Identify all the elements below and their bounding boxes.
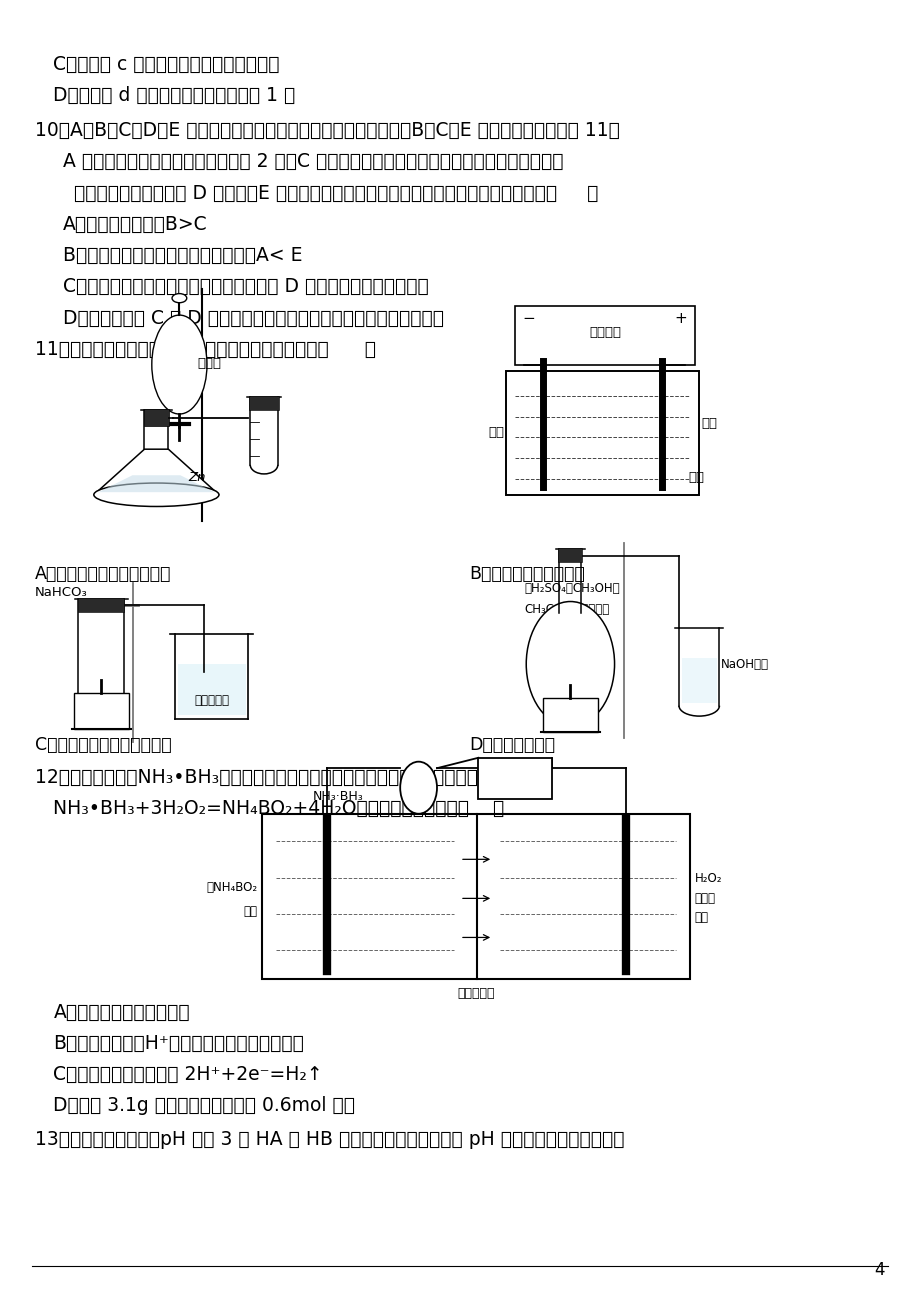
Text: 溶液: 溶液 xyxy=(244,905,257,918)
Text: NH₃·BH₃: NH₃·BH₃ xyxy=(312,790,363,803)
Text: H₂O₂: H₂O₂ xyxy=(694,872,721,885)
Polygon shape xyxy=(98,475,214,492)
Bar xyxy=(177,664,245,715)
Text: A．测定反应生成氢气的速率: A．测定反应生成氢气的速率 xyxy=(35,565,171,583)
Ellipse shape xyxy=(94,483,219,506)
Text: 的酸性: 的酸性 xyxy=(694,892,715,905)
Bar xyxy=(505,371,698,495)
Polygon shape xyxy=(94,449,219,495)
Text: 浓H₂SO₄、CH₃OH、: 浓H₂SO₄、CH₃OH、 xyxy=(524,582,619,595)
Text: NaOH溶液: NaOH溶液 xyxy=(720,658,768,671)
Text: 澄清石灰水: 澄清石灰水 xyxy=(194,694,229,707)
Text: 13．常温下，等体积、pH 均为 3 的 HA 和 HB 溶液分别加水稀释，溶液 pH 值的变化如下图所示，下: 13．常温下，等体积、pH 均为 3 的 HA 和 HB 溶液分别加水稀释，溶液… xyxy=(35,1130,624,1150)
Text: 11．下列实验能达到实验目的且符合实验设计要求的是（      ）: 11．下列实验能达到实验目的且符合实验设计要求的是（ ） xyxy=(35,340,376,359)
Text: Zn: Zn xyxy=(188,471,206,484)
Text: D．相同质量的 C 和 D 单质分别与足量稀盐酸反应，前者生成的氢气多: D．相同质量的 C 和 D 单质分别与足量稀盐酸反应，前者生成的氢气多 xyxy=(62,309,443,328)
Text: 负载: 负载 xyxy=(506,772,523,785)
Text: 4: 4 xyxy=(874,1260,884,1279)
Bar xyxy=(143,409,169,426)
Text: B．模拟海水中铁的防护: B．模拟海水中铁的防护 xyxy=(469,565,584,583)
Text: C．证明碳酸氢钠热稳定性差: C．证明碳酸氢钠热稳定性差 xyxy=(35,736,172,754)
Text: 12．直接氨硼烷（NH₃•BH₃）电池可在常温下工作，装置如下图，该电池的总反应为: 12．直接氨硼烷（NH₃•BH₃）电池可在常温下工作，装置如下图，该电池的总反应… xyxy=(35,768,500,788)
Text: NH₃•BH₃+3H₂O₂=NH₄BO₂+4H₂O。下列说法正确的是（    ）: NH₃•BH₃+3H₂O₂=NH₄BO₂+4H₂O。下列说法正确的是（ ） xyxy=(53,799,504,819)
Text: 直流电源: 直流电源 xyxy=(588,327,620,339)
Bar xyxy=(478,758,551,799)
Text: B．最高价氧化物对应水化物的酸性：A< E: B．最高价氧化物对应水化物的酸性：A< E xyxy=(62,246,301,266)
Text: B．电池工作时，H⁺通过质子交换膜向负极移动: B．电池工作时，H⁺通过质子交换膜向负极移动 xyxy=(53,1034,304,1053)
Text: A 原子核外最外层电子数是次外层的 2 倍；C 是同周期中原子半径最大的元素；工业上一般通过: A 原子核外最外层电子数是次外层的 2 倍；C 是同周期中原子半径最大的元素；工… xyxy=(62,152,562,172)
Text: C．正极的电极反应式为 2H⁺+2e⁻=H₂↑: C．正极的电极反应式为 2H⁺+2e⁻=H₂↑ xyxy=(53,1065,323,1085)
Text: D．制备乙酸甲酯: D．制备乙酸甲酯 xyxy=(469,736,554,754)
Bar xyxy=(74,693,129,729)
Text: 石墨: 石墨 xyxy=(700,417,716,430)
Text: 稀硝酸: 稀硝酸 xyxy=(198,357,221,370)
Bar xyxy=(479,818,686,975)
Bar xyxy=(78,598,124,612)
Bar xyxy=(515,306,694,365)
Bar xyxy=(681,658,716,703)
Text: D．有机物 d 的羧酸类同分异构体只有 1 种: D．有机物 d 的羧酸类同分异构体只有 1 种 xyxy=(53,86,295,105)
Text: 铁棒: 铁棒 xyxy=(488,426,504,439)
Text: C．工业上不用电解氯化物的方法制备单质 D 是由于其氯化物的熔点高: C．工业上不用电解氯化物的方法制备单质 D 是由于其氯化物的熔点高 xyxy=(62,277,428,297)
Text: −: − xyxy=(522,311,535,327)
Circle shape xyxy=(400,762,437,814)
Bar xyxy=(558,548,582,562)
Bar xyxy=(262,814,689,979)
Bar xyxy=(542,698,597,732)
Ellipse shape xyxy=(172,294,187,303)
Text: 溶液: 溶液 xyxy=(694,911,708,924)
Text: A: A xyxy=(413,781,424,794)
Text: 电解氧化物的方法制备 D 的单质；E 单质是制备太阳能电池的重要材料。下列说法正确的是（     ）: 电解氧化物的方法制备 D 的单质；E 单质是制备太阳能电池的重要材料。下列说法正… xyxy=(74,184,597,203)
Text: 10．A、B、C、D、E 是原子序数依次增大的五种短周期主族元素。B、C、E 最外层电子数之和为 11；: 10．A、B、C、D、E 是原子序数依次增大的五种短周期主族元素。B、C、E 最… xyxy=(35,121,619,141)
Bar xyxy=(249,396,278,410)
Text: A．简单离子半径：B>C: A．简单离子半径：B>C xyxy=(62,215,207,234)
Text: CH₃COOH的混合物: CH₃COOH的混合物 xyxy=(524,603,609,616)
Ellipse shape xyxy=(152,315,207,414)
Text: 稀NH₄BO₂: 稀NH₄BO₂ xyxy=(206,881,257,894)
Text: +: + xyxy=(674,311,686,327)
Text: C．有机物 c 可以使酸性高锰酸钾溶液褪色: C．有机物 c 可以使酸性高锰酸钾溶液褪色 xyxy=(53,55,279,74)
Text: D．消耗 3.1g 氨硼烷，理论上转移 0.6mol 电子: D．消耗 3.1g 氨硼烷，理论上转移 0.6mol 电子 xyxy=(53,1096,355,1116)
Text: A．左侧电极发生还原反应: A．左侧电极发生还原反应 xyxy=(53,1003,190,1022)
Circle shape xyxy=(526,602,614,727)
Text: 海水: 海水 xyxy=(687,471,703,484)
Text: NaHCO₃: NaHCO₃ xyxy=(35,586,87,599)
Text: 质子交换膜: 质子交换膜 xyxy=(458,987,494,1000)
Bar xyxy=(265,818,473,975)
